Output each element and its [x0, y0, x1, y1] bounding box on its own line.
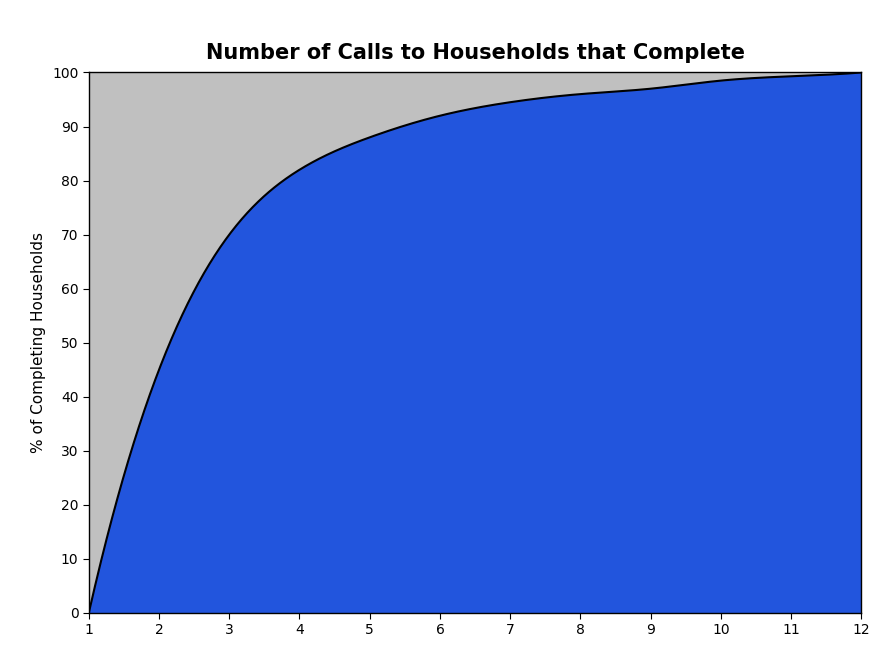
- Title: Number of Calls to Households that Complete: Number of Calls to Households that Compl…: [206, 43, 744, 63]
- Y-axis label: % of Completing Households: % of Completing Households: [31, 232, 46, 453]
